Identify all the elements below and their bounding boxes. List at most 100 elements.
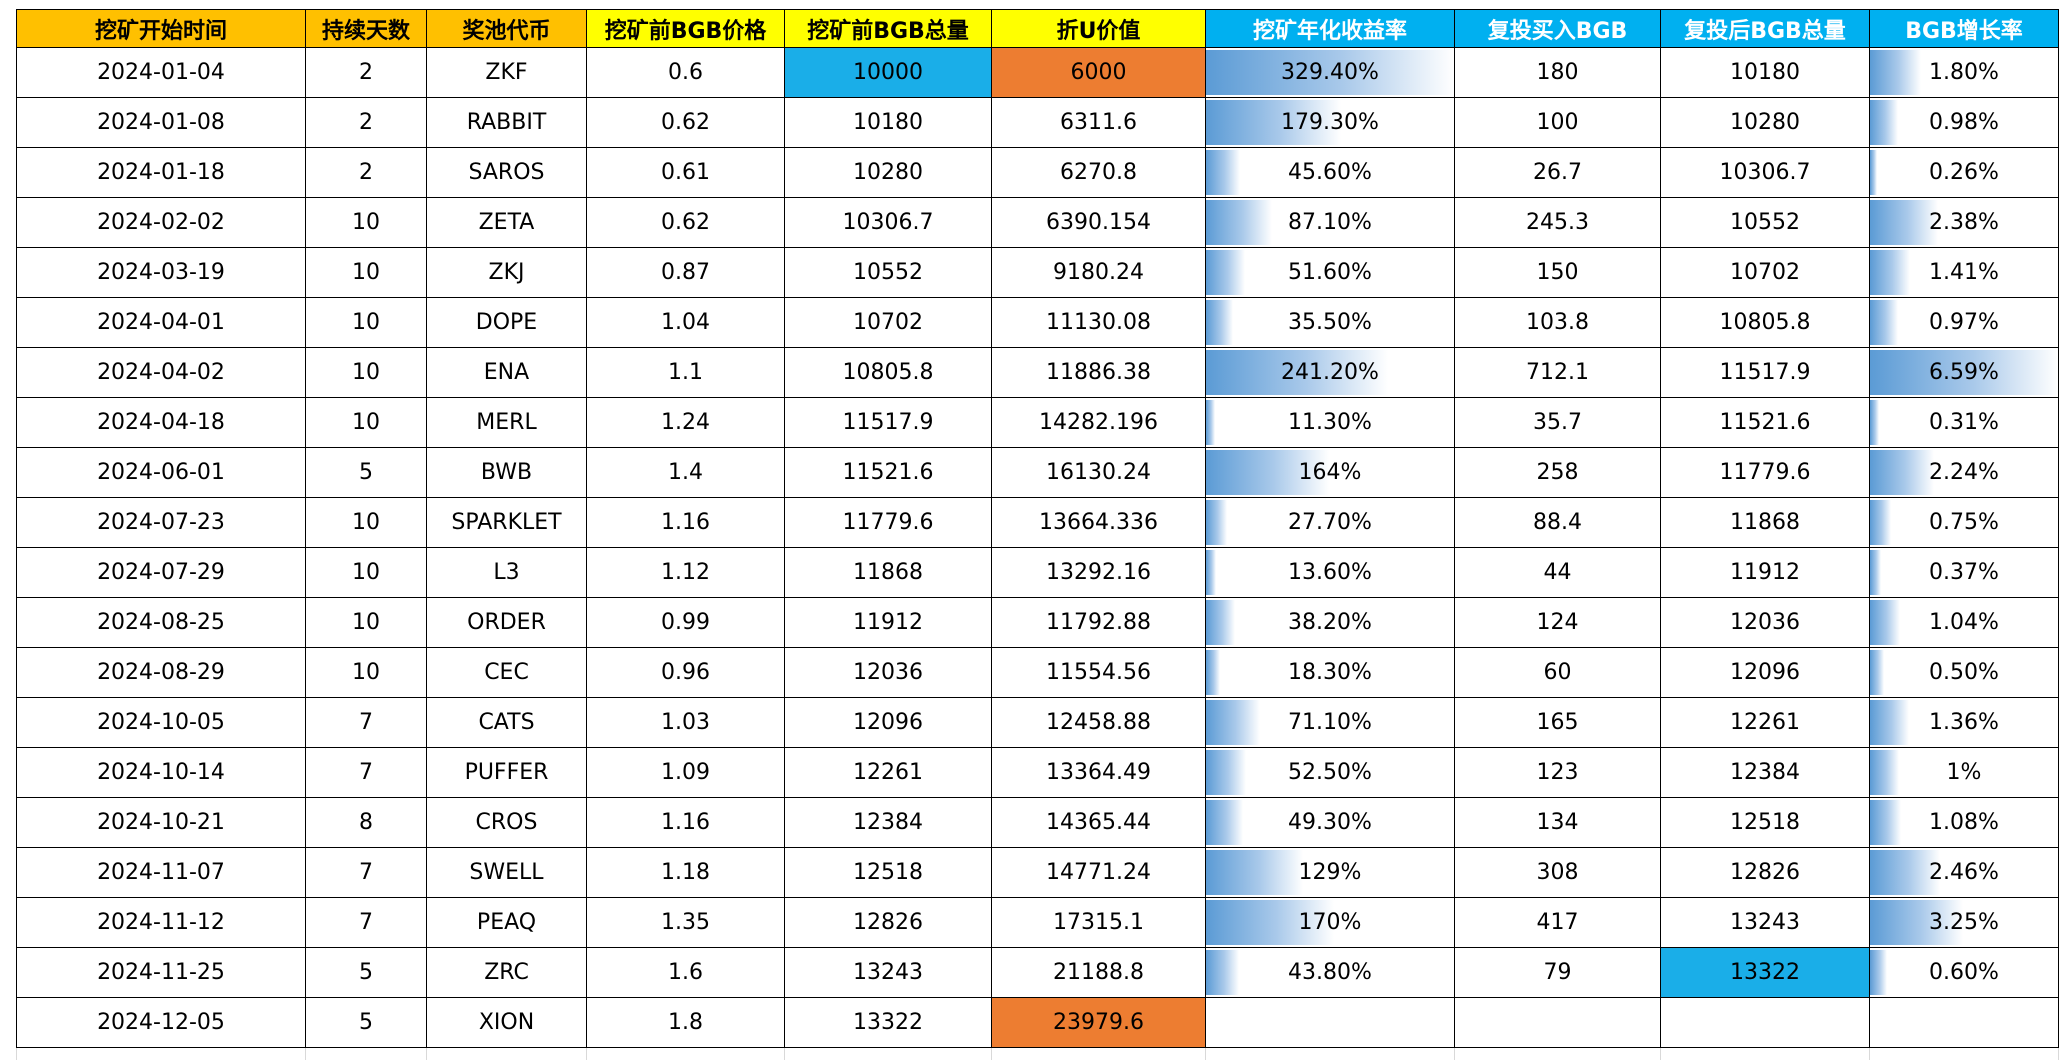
- usdt-value-cell[interactable]: 23979.6: [991, 997, 1206, 1048]
- reward-token-cell[interactable]: CATS: [426, 697, 587, 748]
- usdt-value-cell[interactable]: 11886.38: [991, 347, 1206, 398]
- reward-token-cell[interactable]: RABBIT: [426, 97, 587, 148]
- annual-yield-cell[interactable]: 164%: [1205, 447, 1455, 498]
- start-date-cell[interactable]: 2024-02-02: [16, 197, 306, 248]
- reward-token-cell[interactable]: ZRC: [426, 947, 587, 998]
- bgb-price-cell[interactable]: 0.61: [586, 147, 785, 198]
- duration-days-cell[interactable]: 10: [305, 197, 427, 248]
- usdt-value-cell[interactable]: 11792.88: [991, 597, 1206, 648]
- usdt-value-cell[interactable]: 16130.24: [991, 447, 1206, 498]
- bgb-price-cell[interactable]: 1.4: [586, 447, 785, 498]
- bgb-growth-cell[interactable]: 0.50%: [1869, 647, 2059, 698]
- bgb-growth-cell[interactable]: 0.60%: [1869, 947, 2059, 998]
- bgb-price-cell[interactable]: 1.24: [586, 397, 785, 448]
- reward-token-cell[interactable]: MERL: [426, 397, 587, 448]
- column-header-2[interactable]: 持续天数: [305, 9, 427, 48]
- annual-yield-cell[interactable]: 11.30%: [1205, 397, 1455, 448]
- start-date-cell[interactable]: 2024-12-05: [16, 997, 306, 1048]
- bgb-total-after-cell[interactable]: 12518: [1660, 797, 1870, 848]
- bgb-total-after-cell[interactable]: 10280: [1660, 97, 1870, 148]
- bgb-total-before-cell[interactable]: 11912: [784, 597, 992, 648]
- reward-token-cell[interactable]: SPARKLET: [426, 497, 587, 548]
- usdt-value-cell[interactable]: 11554.56: [991, 647, 1206, 698]
- bgb-growth-cell[interactable]: 1.36%: [1869, 697, 2059, 748]
- column-header-8[interactable]: 复投买入BGB: [1454, 9, 1661, 48]
- duration-days-cell[interactable]: 10: [305, 347, 427, 398]
- start-date-cell[interactable]: 2024-11-25: [16, 947, 306, 998]
- annual-yield-cell[interactable]: 179.30%: [1205, 97, 1455, 148]
- rebuy-bgb-cell[interactable]: 180: [1454, 47, 1661, 98]
- reward-token-cell[interactable]: SWELL: [426, 847, 587, 898]
- reward-token-cell[interactable]: XION: [426, 997, 587, 1048]
- rebuy-bgb-cell[interactable]: 712.1: [1454, 347, 1661, 398]
- usdt-value-cell[interactable]: 9180.24: [991, 247, 1206, 298]
- start-date-cell[interactable]: 2024-01-04: [16, 47, 306, 98]
- annual-yield-cell[interactable]: 27.70%: [1205, 497, 1455, 548]
- bgb-total-before-cell[interactable]: 12384: [784, 797, 992, 848]
- start-date-cell[interactable]: 2024-06-01: [16, 447, 306, 498]
- annual-yield-cell[interactable]: 13.60%: [1205, 547, 1455, 598]
- bgb-price-cell[interactable]: 1.09: [586, 747, 785, 798]
- annual-yield-cell[interactable]: 18.30%: [1205, 647, 1455, 698]
- rebuy-bgb-cell[interactable]: 124: [1454, 597, 1661, 648]
- bgb-total-before-cell[interactable]: 12096: [784, 697, 992, 748]
- bgb-total-before-cell[interactable]: 10552: [784, 247, 992, 298]
- rebuy-bgb-cell[interactable]: 134: [1454, 797, 1661, 848]
- bgb-total-before-cell[interactable]: 11521.6: [784, 447, 992, 498]
- bgb-total-before-cell[interactable]: 10280: [784, 147, 992, 198]
- bgb-growth-cell[interactable]: 1%: [1869, 747, 2059, 798]
- duration-days-cell[interactable]: 7: [305, 847, 427, 898]
- usdt-value-cell[interactable]: 17315.1: [991, 897, 1206, 948]
- reward-token-cell[interactable]: CEC: [426, 647, 587, 698]
- annual-yield-cell[interactable]: 87.10%: [1205, 197, 1455, 248]
- bgb-total-after-cell[interactable]: 10552: [1660, 197, 1870, 248]
- usdt-value-cell[interactable]: 14365.44: [991, 797, 1206, 848]
- column-header-1[interactable]: 挖矿开始时间: [16, 9, 306, 48]
- bgb-total-after-cell[interactable]: 10702: [1660, 247, 1870, 298]
- bgb-growth-cell[interactable]: 0.31%: [1869, 397, 2059, 448]
- rebuy-bgb-cell[interactable]: 308: [1454, 847, 1661, 898]
- start-date-cell[interactable]: 2024-04-01: [16, 297, 306, 348]
- bgb-growth-cell[interactable]: 1.41%: [1869, 247, 2059, 298]
- reward-token-cell[interactable]: ZKF: [426, 47, 587, 98]
- bgb-total-after-cell[interactable]: 12036: [1660, 597, 1870, 648]
- bgb-total-before-cell[interactable]: 10702: [784, 297, 992, 348]
- bgb-total-after-cell[interactable]: 10805.8: [1660, 297, 1870, 348]
- duration-days-cell[interactable]: 10: [305, 647, 427, 698]
- bgb-total-before-cell[interactable]: 13322: [784, 997, 992, 1048]
- duration-days-cell[interactable]: 5: [305, 997, 427, 1048]
- bgb-total-after-cell[interactable]: [1660, 997, 1870, 1048]
- bgb-total-after-cell[interactable]: 12261: [1660, 697, 1870, 748]
- bgb-price-cell[interactable]: 0.62: [586, 197, 785, 248]
- rebuy-bgb-cell[interactable]: 150: [1454, 247, 1661, 298]
- bgb-price-cell[interactable]: 1.04: [586, 297, 785, 348]
- rebuy-bgb-cell[interactable]: 245.3: [1454, 197, 1661, 248]
- start-date-cell[interactable]: 2024-04-18: [16, 397, 306, 448]
- start-date-cell[interactable]: 2024-10-14: [16, 747, 306, 798]
- rebuy-bgb-cell[interactable]: 26.7: [1454, 147, 1661, 198]
- bgb-total-after-cell[interactable]: 13322: [1660, 947, 1870, 998]
- bgb-price-cell[interactable]: 1.8: [586, 997, 785, 1048]
- bgb-price-cell[interactable]: 0.96: [586, 647, 785, 698]
- usdt-value-cell[interactable]: 6000: [991, 47, 1206, 98]
- bgb-growth-cell[interactable]: 0.37%: [1869, 547, 2059, 598]
- bgb-growth-cell[interactable]: 2.24%: [1869, 447, 2059, 498]
- column-header-10[interactable]: BGB增长率: [1869, 9, 2059, 48]
- duration-days-cell[interactable]: 2: [305, 147, 427, 198]
- bgb-total-before-cell[interactable]: 12036: [784, 647, 992, 698]
- bgb-price-cell[interactable]: 0.62: [586, 97, 785, 148]
- annual-yield-cell[interactable]: 71.10%: [1205, 697, 1455, 748]
- bgb-growth-cell[interactable]: 2.38%: [1869, 197, 2059, 248]
- reward-token-cell[interactable]: BWB: [426, 447, 587, 498]
- bgb-growth-cell[interactable]: 1.08%: [1869, 797, 2059, 848]
- rebuy-bgb-cell[interactable]: 165: [1454, 697, 1661, 748]
- bgb-total-before-cell[interactable]: 13243: [784, 947, 992, 998]
- duration-days-cell[interactable]: 2: [305, 97, 427, 148]
- start-date-cell[interactable]: 2024-10-21: [16, 797, 306, 848]
- duration-days-cell[interactable]: 10: [305, 547, 427, 598]
- rebuy-bgb-cell[interactable]: [1454, 997, 1661, 1048]
- annual-yield-cell[interactable]: 51.60%: [1205, 247, 1455, 298]
- reward-token-cell[interactable]: DOPE: [426, 297, 587, 348]
- bgb-price-cell[interactable]: 0.6: [586, 47, 785, 98]
- start-date-cell[interactable]: 2024-10-05: [16, 697, 306, 748]
